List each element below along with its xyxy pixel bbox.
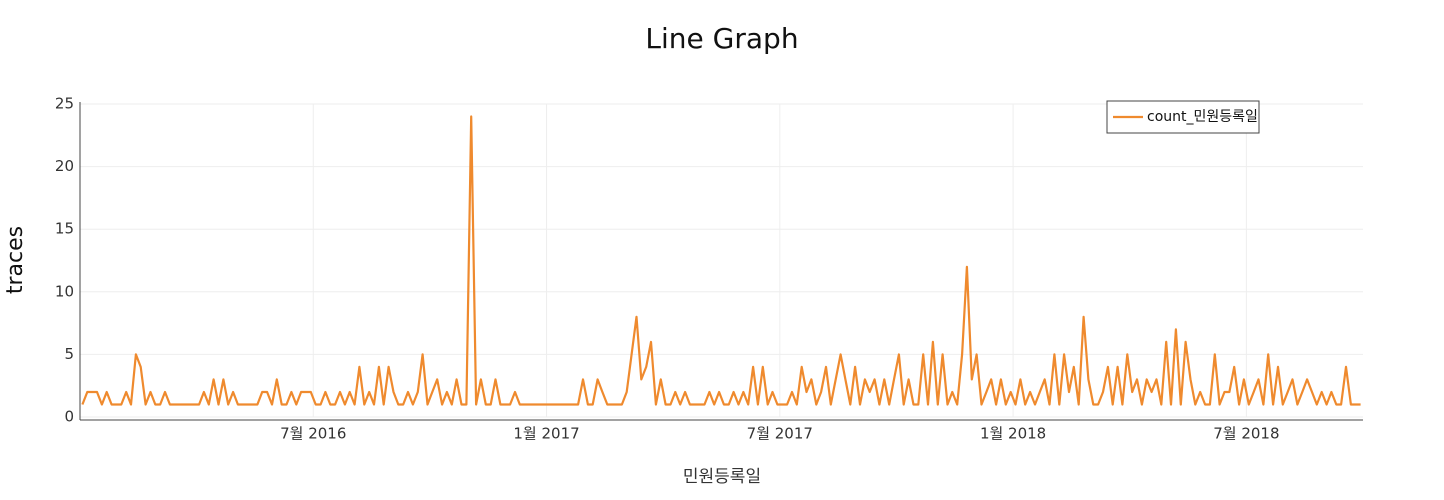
chart-title: Line Graph (645, 22, 798, 55)
x-tick-label: 7월 2016 (280, 425, 346, 443)
y-tick-label: 5 (64, 345, 74, 363)
x-tick-label: 7월 2018 (1213, 425, 1279, 443)
y-axis-label: traces (3, 226, 28, 294)
line (81, 115, 1361, 406)
x-tick-label: 7월 2017 (747, 425, 813, 443)
x-tick-label: 1월 2017 (513, 425, 579, 443)
y-tick-label: 0 (64, 408, 74, 426)
x-axis-label: 민원등록일 (683, 467, 761, 487)
y-tick-label: 15 (55, 220, 74, 238)
x-tick-label: 1월 2018 (980, 425, 1046, 443)
y-tick-label: 10 (55, 282, 74, 300)
y-tick-label: 25 (55, 95, 74, 113)
y-tick-label: 20 (55, 157, 74, 175)
legend-label: count_민원등록일 (1147, 109, 1258, 125)
